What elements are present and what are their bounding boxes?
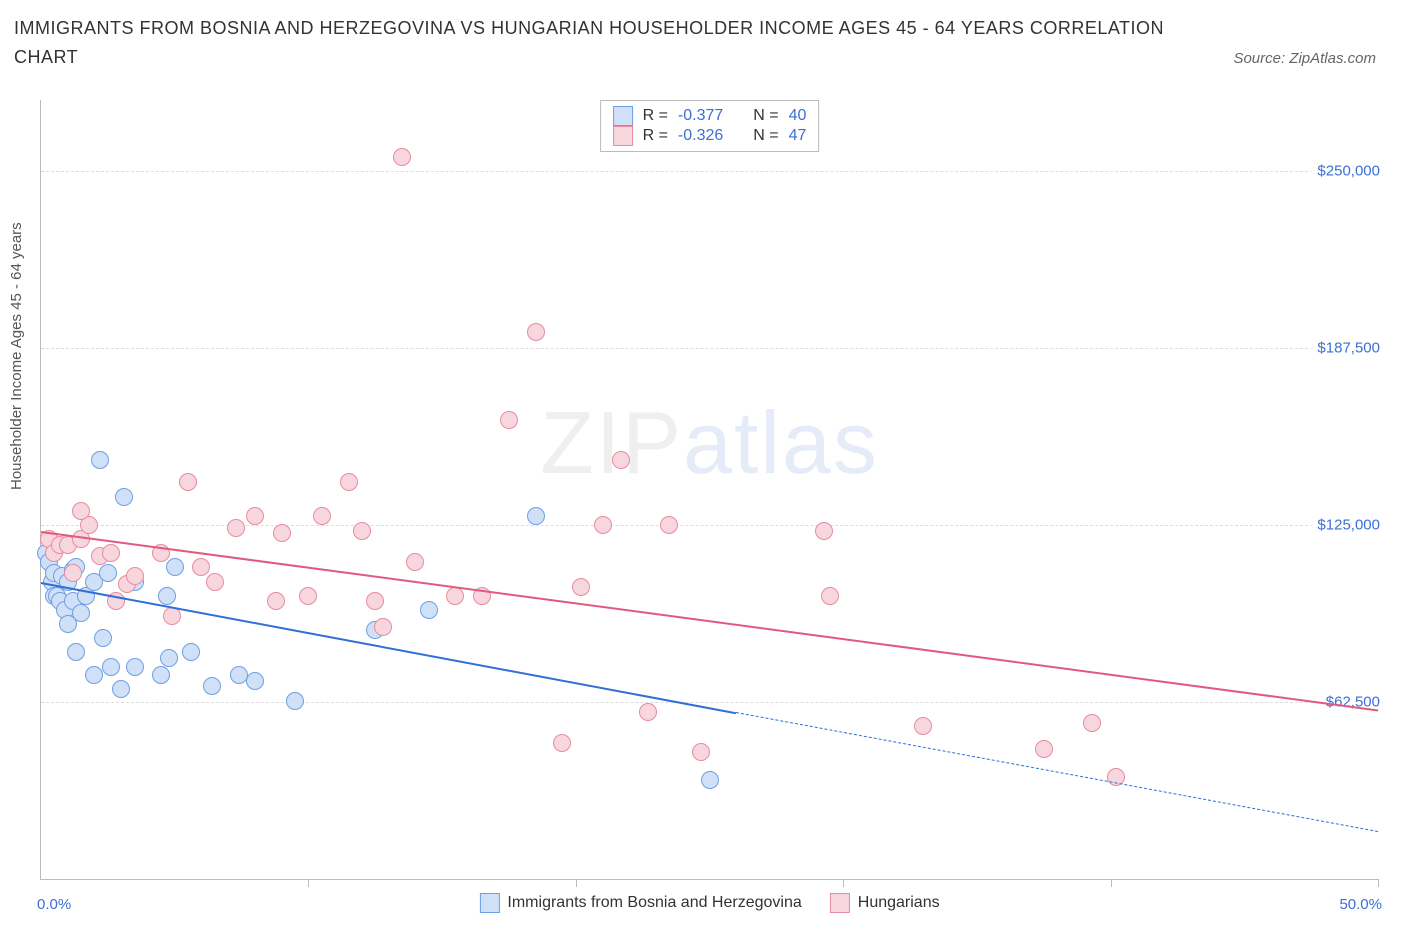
data-point-hungarians bbox=[273, 524, 291, 542]
data-point-hungarians bbox=[64, 564, 82, 582]
x-axis-min-label: 0.0% bbox=[37, 896, 71, 913]
data-point-hungarians bbox=[1083, 714, 1101, 732]
data-point-hungarians bbox=[594, 516, 612, 534]
legend-stats-row: R = -0.377 N = 40 bbox=[613, 106, 807, 126]
plot-area: ZIPatlas R =-0.377N =40R =-0.326N =47 0.… bbox=[40, 100, 1378, 880]
data-point-bosnia bbox=[126, 658, 144, 676]
legend-n-label: N = bbox=[753, 127, 778, 145]
gridline bbox=[41, 348, 1378, 349]
data-point-hungarians bbox=[366, 592, 384, 610]
data-point-hungarians bbox=[393, 148, 411, 166]
trendline-dash-bosnia bbox=[736, 712, 1378, 832]
data-point-hungarians bbox=[340, 473, 358, 491]
x-axis-tick bbox=[1111, 879, 1112, 887]
chart-title: IMMIGRANTS FROM BOSNIA AND HERZEGOVINA V… bbox=[14, 14, 1226, 72]
watermark-prefix: ZIP bbox=[540, 393, 683, 492]
legend-swatch bbox=[830, 893, 850, 913]
legend-n-value: 47 bbox=[789, 127, 807, 145]
x-axis-tick bbox=[308, 879, 309, 887]
data-point-hungarians bbox=[553, 734, 571, 752]
legend-r-label: R = bbox=[643, 107, 668, 125]
data-point-bosnia bbox=[72, 604, 90, 622]
data-point-hungarians bbox=[406, 553, 424, 571]
legend-n-value: 40 bbox=[789, 107, 807, 125]
data-point-bosnia bbox=[112, 680, 130, 698]
data-point-bosnia bbox=[85, 666, 103, 684]
watermark: ZIPatlas bbox=[540, 392, 879, 494]
y-axis-tick-label: $187,500 bbox=[1311, 339, 1380, 356]
legend-series-item: Hungarians bbox=[830, 893, 940, 913]
x-axis-tick bbox=[843, 879, 844, 887]
x-axis-tick bbox=[1378, 879, 1379, 887]
data-point-hungarians bbox=[206, 573, 224, 591]
legend-r-value: -0.326 bbox=[678, 127, 723, 145]
data-point-hungarians bbox=[660, 516, 678, 534]
data-point-bosnia bbox=[166, 558, 184, 576]
data-point-bosnia bbox=[420, 601, 438, 619]
y-axis-tick-label: $250,000 bbox=[1311, 162, 1380, 179]
data-point-bosnia bbox=[158, 587, 176, 605]
data-point-bosnia bbox=[115, 488, 133, 506]
legend-swatch bbox=[479, 893, 499, 913]
data-point-hungarians bbox=[612, 451, 630, 469]
data-point-hungarians bbox=[246, 507, 264, 525]
data-point-bosnia bbox=[152, 666, 170, 684]
data-point-hungarians bbox=[692, 743, 710, 761]
data-point-bosnia bbox=[99, 564, 117, 582]
data-point-bosnia bbox=[102, 658, 120, 676]
gridline bbox=[41, 702, 1378, 703]
data-point-hungarians bbox=[914, 717, 932, 735]
watermark-suffix: atlas bbox=[683, 393, 879, 492]
legend-stats: R = -0.377 N = 40 R = -0.326 N = 47 bbox=[600, 100, 820, 152]
data-point-hungarians bbox=[179, 473, 197, 491]
x-axis-tick bbox=[576, 879, 577, 887]
data-point-hungarians bbox=[126, 567, 144, 585]
legend-n-label: N = bbox=[753, 107, 778, 125]
trendline-bosnia bbox=[41, 582, 737, 714]
legend-r-value: -0.377 bbox=[678, 107, 723, 125]
data-point-hungarians bbox=[815, 522, 833, 540]
data-point-bosnia bbox=[286, 692, 304, 710]
data-point-hungarians bbox=[192, 558, 210, 576]
data-point-hungarians bbox=[313, 507, 331, 525]
legend-series: Immigrants from Bosnia and Herzegovina Hu… bbox=[479, 893, 939, 913]
data-point-hungarians bbox=[102, 544, 120, 562]
gridline bbox=[41, 171, 1378, 172]
chart-container: { "title": "IMMIGRANTS FROM BOSNIA AND H… bbox=[0, 0, 1406, 930]
data-point-bosnia bbox=[182, 643, 200, 661]
legend-stats-row: R = -0.326 N = 47 bbox=[613, 126, 807, 146]
legend-swatch bbox=[613, 126, 633, 146]
data-point-hungarians bbox=[821, 587, 839, 605]
data-point-hungarians bbox=[572, 578, 590, 596]
data-point-hungarians bbox=[353, 522, 371, 540]
data-point-hungarians bbox=[299, 587, 317, 605]
data-point-bosnia bbox=[94, 629, 112, 647]
legend-series-label: Immigrants from Bosnia and Herzegovina bbox=[507, 894, 801, 912]
data-point-hungarians bbox=[527, 323, 545, 341]
data-point-bosnia bbox=[67, 643, 85, 661]
data-point-hungarians bbox=[227, 519, 245, 537]
data-point-hungarians bbox=[267, 592, 285, 610]
source-attribution: Source: ZipAtlas.com bbox=[1233, 50, 1376, 67]
data-point-bosnia bbox=[203, 677, 221, 695]
data-point-bosnia bbox=[527, 507, 545, 525]
legend-series-item: Immigrants from Bosnia and Herzegovina bbox=[479, 893, 801, 913]
y-axis-tick-label: $125,000 bbox=[1311, 516, 1380, 533]
data-point-hungarians bbox=[374, 618, 392, 636]
legend-swatch bbox=[613, 106, 633, 126]
legend-r-label: R = bbox=[643, 127, 668, 145]
data-point-hungarians bbox=[639, 703, 657, 721]
data-point-bosnia bbox=[91, 451, 109, 469]
data-point-hungarians bbox=[500, 411, 518, 429]
data-point-bosnia bbox=[246, 672, 264, 690]
data-point-hungarians bbox=[72, 502, 90, 520]
data-point-bosnia bbox=[701, 771, 719, 789]
legend-series-label: Hungarians bbox=[858, 894, 940, 912]
data-point-hungarians bbox=[1035, 740, 1053, 758]
data-point-bosnia bbox=[160, 649, 178, 667]
y-axis-label: Householder Income Ages 45 - 64 years bbox=[8, 222, 25, 490]
x-axis-max-label: 50.0% bbox=[1339, 896, 1382, 913]
